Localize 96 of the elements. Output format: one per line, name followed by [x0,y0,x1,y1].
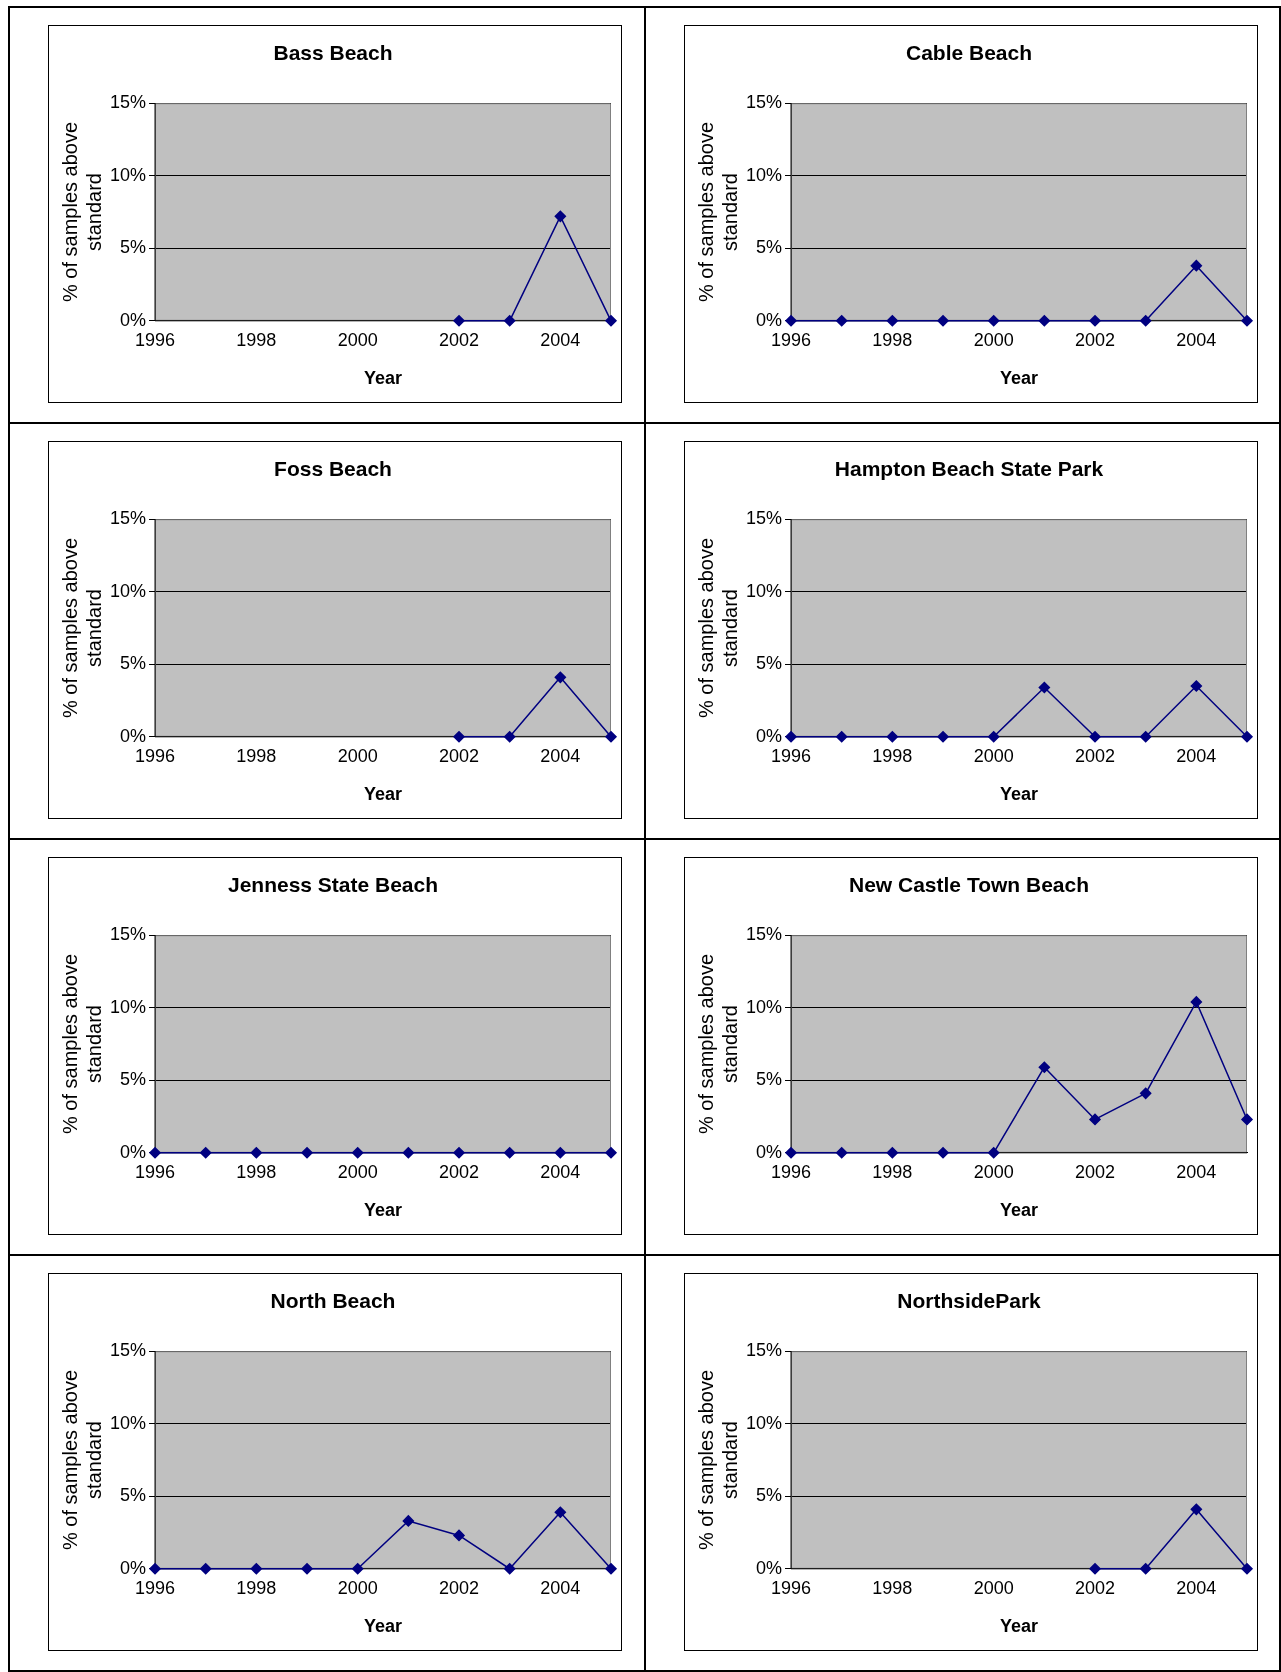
chart-title: North Beach [270,1289,396,1313]
x-tick-label: 1998 [871,1577,912,1598]
y-tick-label: 15% [745,924,782,945]
y-tick-label: 5% [755,1485,782,1506]
y-tick-label: 15% [110,508,147,529]
y-tick-label: 10% [110,1412,147,1433]
y-tick-label: 15% [110,92,147,113]
y-tick-label: 0% [120,1141,147,1162]
x-tick-label: 2000 [337,329,378,350]
x-tick-label: 1996 [135,1161,176,1182]
x-tick-label: 2002 [1074,1161,1115,1182]
x-tick-label: 2004 [1175,1577,1216,1598]
x-tick-label: 2004 [540,745,581,766]
x-axis-title: Year [363,1200,403,1221]
x-tick-label: 2000 [973,1577,1014,1598]
chart-title: New Castle Town Beach [848,873,1089,897]
x-tick-label: 2002 [438,745,480,766]
x-axis-title: Year [999,784,1038,805]
x-tick-label: 2002 [1074,745,1115,766]
y-tick-label: 10% [110,164,147,185]
y-axis-title: % of samples above standard [58,537,105,719]
x-tick-label: 1996 [770,1577,811,1598]
x-tick-label: 2000 [337,1577,378,1598]
y-tick-label: 5% [120,653,147,674]
x-tick-label: 1998 [236,1161,277,1182]
x-axis-title: Year [363,1616,403,1637]
x-tick-label: 1996 [770,329,811,350]
y-tick-label: 0% [755,1557,782,1578]
y-tick-label: 15% [110,1340,147,1361]
y-tick-label: 15% [745,92,782,113]
y-tick-label: 0% [120,1557,147,1578]
y-tick-label: 15% [745,1340,782,1361]
x-tick-label: 2000 [973,745,1014,766]
x-tick-label: 1996 [135,1577,176,1598]
x-tick-label: 1998 [236,329,277,350]
x-tick-label: 2004 [540,1577,581,1598]
x-tick-label: 2004 [1175,745,1216,766]
x-tick-label: 1998 [236,1577,277,1598]
x-tick-label: 1996 [135,329,176,350]
y-tick-label: 5% [755,237,782,258]
y-tick-label: 0% [755,309,782,330]
chart-title: Hampton Beach State Park [834,457,1104,481]
y-tick-label: 15% [745,508,782,529]
y-tick-label: 0% [755,725,782,746]
x-tick-label: 1996 [770,745,811,766]
x-axis-title: Year [999,1616,1038,1637]
y-tick-label: 10% [745,580,782,601]
y-axis-title: % of samples above standard [58,953,105,1135]
y-tick-label: 15% [110,924,147,945]
y-tick-label: 10% [745,1412,782,1433]
y-tick-label: 5% [120,237,147,258]
chart-title: Foss Beach [274,457,392,481]
x-tick-label: 1998 [871,329,912,350]
y-tick-label: 5% [755,653,782,674]
x-tick-label: 1998 [871,745,912,766]
x-tick-label: 2004 [540,1161,581,1182]
x-tick-label: 2002 [1074,329,1115,350]
x-tick-label: 2004 [540,329,581,350]
y-axis-title: % of samples above standard [694,953,741,1135]
chart-title: Cable Beach [905,41,1032,65]
y-tick-label: 0% [755,1141,782,1162]
chart-title: NorthsidePark [896,1289,1041,1313]
x-tick-label: 2002 [438,1161,480,1182]
x-axis-title: Year [363,784,403,805]
x-tick-label: 2004 [1175,329,1216,350]
x-tick-label: 2002 [438,1577,480,1598]
y-tick-label: 10% [745,996,782,1017]
x-axis-title: Year [363,368,403,389]
y-tick-label: 0% [120,309,147,330]
y-tick-label: 0% [120,725,147,746]
y-axis-title: % of samples above standard [694,537,741,719]
x-tick-label: 1996 [135,745,176,766]
x-tick-label: 1998 [871,1161,912,1182]
y-tick-label: 10% [110,996,147,1017]
x-tick-label: 2002 [438,329,480,350]
y-axis-title: % of samples above standard [694,121,741,303]
x-tick-label: 1998 [236,745,277,766]
y-tick-label: 5% [120,1069,147,1090]
y-tick-label: 10% [745,164,782,185]
y-axis-title: % of samples above standard [58,1369,105,1551]
y-tick-label: 10% [110,580,147,601]
x-axis-title: Year [999,368,1038,389]
chart-title: Bass Beach [273,41,393,65]
y-tick-label: 5% [755,1069,782,1090]
x-tick-label: 1996 [770,1161,811,1182]
y-axis-title: % of samples above standard [694,1369,741,1551]
x-tick-label: 2000 [337,1161,378,1182]
x-tick-label: 2002 [1074,1577,1115,1598]
y-axis-title: % of samples above standard [58,121,105,303]
x-tick-label: 2000 [973,329,1014,350]
chart-title: Jenness State Beach [227,873,439,897]
x-tick-label: 2000 [337,745,378,766]
y-tick-label: 5% [120,1485,147,1506]
x-tick-label: 2004 [1175,1161,1216,1182]
x-tick-label: 2000 [973,1161,1014,1182]
x-axis-title: Year [999,1200,1038,1221]
